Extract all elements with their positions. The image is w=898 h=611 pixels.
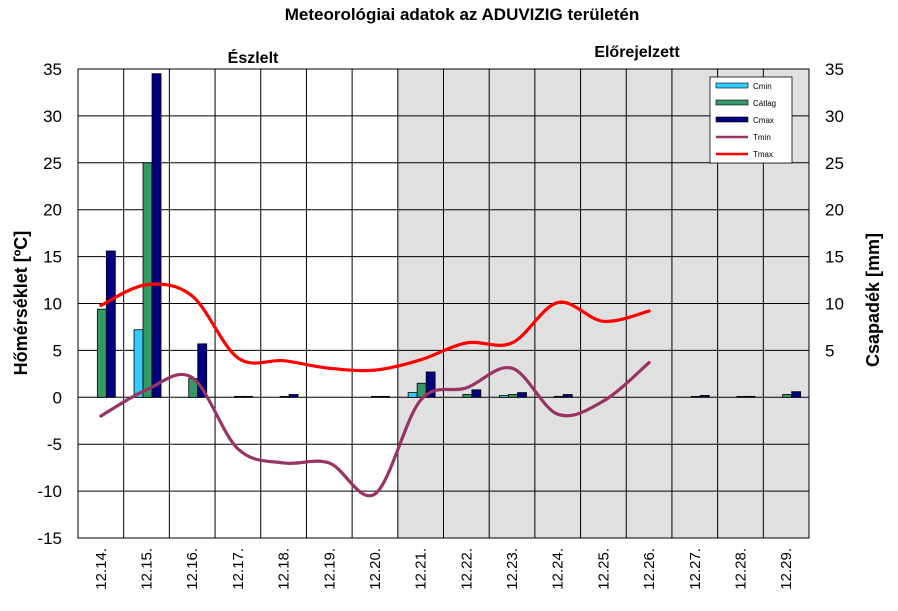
bar-cátlag: [142, 162, 153, 398]
right-tick-label: 15: [825, 248, 844, 267]
left-tick-label: 10: [43, 295, 62, 314]
bar-cmax: [791, 391, 802, 398]
right-tick-label: 35: [825, 60, 844, 79]
legend: Cmin Cátlag Cmax Tmin Tmax: [709, 76, 793, 164]
bar-cátlag: [782, 394, 793, 398]
x-axis-ticks: 12.14. 12.15. 12.16. 12.17. 12.18. 12.19. 12.2…: [93, 548, 795, 590]
line-tmin: [99, 360, 651, 498]
right-tick-label: 30: [825, 107, 844, 126]
bar-cátlag: [508, 394, 518, 398]
right-tick-label: 20: [825, 201, 844, 220]
line-tmax: [99, 282, 651, 373]
bar-cmax: [105, 250, 116, 398]
x-tick-label: 12.25.: [595, 548, 612, 590]
bar-cátlag: [234, 395, 244, 398]
right-axis-label: Csapadék [mm]: [863, 233, 883, 367]
x-tick-label: 12.19.: [321, 548, 338, 590]
bar-cmax: [562, 394, 573, 398]
bar-cátlag: [371, 395, 381, 398]
observed-label: Észlelt: [228, 48, 279, 67]
bar-cmax: [699, 395, 710, 398]
bar-cátlag: [462, 394, 473, 398]
bar-group: [96, 73, 802, 398]
bar-cmax: [380, 395, 390, 398]
left-tick-label: 25: [43, 154, 62, 173]
legend-swatch-cátlag: [715, 99, 749, 106]
left-axis-ticks: -15 -10 -5 0 5 10 15 20 25 30 35: [37, 60, 62, 548]
bar-cmax: [745, 395, 756, 398]
x-tick-label: 12.27.: [687, 548, 704, 590]
bar-cátlag: [553, 395, 564, 398]
x-tick-label: 12.26.: [641, 548, 658, 590]
bar-cmax: [288, 394, 299, 398]
right-tick-label: 25: [825, 154, 844, 173]
legend-label: Cátlag: [753, 99, 776, 108]
x-tick-label: 12.24.: [550, 548, 567, 590]
x-tick-label: 12.20.: [367, 548, 384, 590]
x-tick-label: 12.14.: [93, 548, 110, 590]
bar-cmin: [407, 392, 418, 398]
bar-cmax: [517, 392, 527, 398]
right-tick-label: 10: [825, 295, 844, 314]
left-tick-label: 15: [43, 248, 62, 267]
left-tick-label: 30: [43, 107, 62, 126]
x-tick-label: 12.22.: [458, 548, 475, 590]
line-group: [99, 282, 651, 498]
x-tick-label: 12.15.: [139, 548, 156, 590]
legend-label: Cmax: [753, 116, 774, 125]
bar-cmin: [133, 329, 144, 398]
bar-cátlag: [690, 395, 701, 398]
x-tick-label: 12.23.: [504, 548, 521, 590]
legend-swatch-cmin: [715, 82, 749, 89]
bar-cmin: [499, 395, 509, 398]
left-tick-label: -15: [37, 529, 62, 548]
bar-cmax: [243, 395, 253, 398]
bar-cmax: [151, 73, 162, 398]
bar-cátlag: [279, 395, 290, 398]
bar-cmax: [471, 389, 482, 398]
x-tick-label: 12.17.: [230, 548, 247, 590]
x-tick-label: 12.29.: [778, 548, 795, 590]
legend-label: Tmin: [753, 133, 771, 142]
x-tick-label: 12.16.: [184, 548, 201, 590]
right-axis-ticks: 5 10 15 20 25 30 35: [825, 60, 844, 360]
bar-cmax: [425, 371, 436, 398]
x-tick-label: 12.21.: [413, 548, 430, 590]
forecast-label: Előrejelzett: [594, 44, 680, 61]
x-tick-label: 12.28.: [732, 548, 749, 590]
legend-label: Tmax: [753, 150, 773, 159]
left-tick-label: 20: [43, 201, 62, 220]
bar-cátlag: [736, 395, 747, 398]
left-tick-label: 5: [53, 341, 62, 360]
left-axis-label: Hőmérséklet [ºC]: [11, 231, 31, 376]
left-tick-label: -10: [37, 482, 62, 501]
legend-swatch-cmax: [715, 116, 749, 123]
chart-title: Meteorológiai adatok az ADUVIZIG terület…: [285, 5, 640, 24]
bar-cmax: [197, 343, 208, 398]
legend-label: Cmin: [753, 82, 772, 91]
x-tick-label: 12.18.: [276, 548, 293, 590]
left-tick-label: 0: [53, 388, 62, 407]
left-tick-label: -5: [47, 435, 62, 454]
bar-cátlag: [96, 308, 107, 398]
right-tick-label: 5: [825, 341, 834, 360]
left-tick-label: 35: [43, 60, 62, 79]
plot-frame: [77, 68, 810, 539]
